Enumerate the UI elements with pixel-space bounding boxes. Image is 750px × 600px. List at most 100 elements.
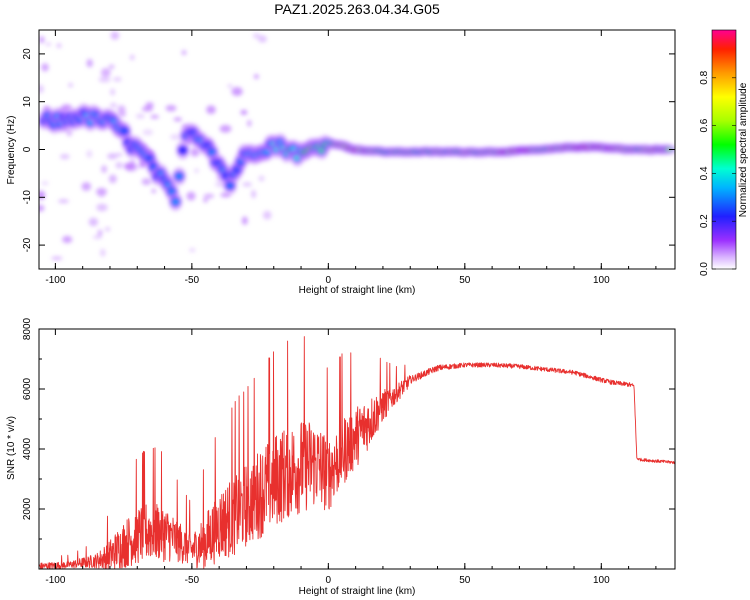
colorbar-tick-label: 0.2 [699, 214, 710, 228]
noise-blob [151, 189, 156, 193]
colorbar-ticks: 0.0 0.2 0.4 0.6 0.8 [699, 70, 736, 276]
noise-blob [170, 134, 181, 140]
noise-blob [58, 199, 69, 203]
noise-blob [173, 117, 182, 122]
colorbar-tick-label: 0.4 [699, 166, 710, 180]
noise-blob [86, 59, 93, 68]
noise-blob [190, 148, 200, 157]
noise-blob [241, 216, 248, 225]
noise-blob [203, 198, 208, 203]
noise-blob [135, 113, 145, 119]
noise-blob [39, 190, 46, 200]
noise-blob [258, 35, 267, 43]
colorbar-tick-label: 0.6 [699, 118, 710, 132]
noise-blob [100, 248, 106, 257]
noise-blob [107, 153, 118, 160]
noise-blob [194, 168, 199, 173]
x-tick-label: 50 [459, 275, 471, 286]
noise-blob [130, 54, 135, 61]
x-tick-label: -100 [45, 575, 65, 586]
ridge-core [175, 173, 183, 179]
noise-blob [242, 182, 252, 187]
x-tick-label: 50 [459, 575, 471, 586]
noise-blob [51, 256, 63, 260]
noise-blob [92, 235, 103, 239]
noise-blob [219, 124, 232, 133]
noise-blob [189, 248, 196, 252]
noise-blob [206, 105, 216, 114]
noise-blob [45, 42, 52, 46]
x-tick-label: -50 [185, 575, 200, 586]
x-tick-label: -100 [45, 275, 65, 286]
x-tick-label: 0 [326, 275, 332, 286]
noise-blob [227, 84, 233, 88]
noise-blob [98, 191, 106, 198]
y-tick-label: 20 [22, 48, 33, 60]
ridge-core [121, 128, 128, 134]
noise-blob [251, 189, 256, 199]
x-tick-label: 0 [326, 575, 332, 586]
noise-blob [39, 204, 45, 212]
noise-blob [41, 181, 49, 185]
noise-blob [105, 227, 111, 232]
noise-blob [113, 77, 122, 82]
spectrogram-ridge [39, 31, 675, 260]
noise-blob [203, 193, 215, 199]
noise-blob [98, 76, 111, 83]
y-tick-label: 10 [22, 96, 33, 108]
y-tick-label: 4000 [22, 437, 33, 460]
noise-blob [108, 64, 115, 69]
noise-blob [97, 229, 103, 237]
colorbar-tick-label: 0.8 [699, 70, 710, 84]
noise-blob [124, 162, 136, 171]
snr-panel: -100 -50 0 50 100 2000 4000 6000 8000 Height of … [6, 317, 676, 597]
colorbar-gradient [712, 30, 736, 269]
noise-blob [181, 50, 187, 55]
noise-blob [110, 102, 117, 108]
noise-blob [62, 235, 73, 244]
y-tick-label: -10 [22, 190, 33, 205]
noise-blob [101, 165, 107, 174]
noise-blob [41, 63, 49, 72]
noise-blob [118, 111, 127, 117]
x-tick-label: 100 [593, 575, 610, 586]
ridge-core [226, 182, 234, 189]
noise-blob [254, 74, 259, 79]
ridge-core [172, 199, 179, 205]
noise-blob [110, 88, 115, 96]
colorbar: 0.0 0.2 0.4 0.6 0.8 Normalized spectral ampl… [699, 29, 749, 276]
snr-xlabel: Height of straight line (km) [299, 586, 416, 597]
noise-blob [142, 129, 153, 136]
y-tick-label: 6000 [22, 377, 33, 400]
y-tick-label: 0 [22, 146, 33, 152]
y-tick-label: -20 [22, 237, 33, 252]
ridge-core [168, 189, 176, 195]
figure-title: PAZ1.2025.263.04.34.G05 [274, 1, 440, 17]
noise-blob [231, 87, 243, 96]
noise-blob [258, 175, 265, 182]
ridge-core [208, 149, 216, 155]
x-tick-label: 100 [593, 275, 610, 286]
noise-blob [81, 182, 92, 191]
spectrogram-ylabel: Frequency (Hz) [6, 116, 17, 185]
noise-blob [262, 210, 272, 220]
snr-axes: -100 -50 0 50 100 2000 4000 6000 8000 [22, 317, 675, 586]
noise-blob [86, 150, 93, 158]
noise-blob [88, 217, 99, 227]
colorbar-label: Normalized spectral amplitude [738, 82, 749, 217]
noise-blob [252, 33, 261, 39]
colorbar-tick-label: 0.0 [699, 262, 710, 276]
noise-blob [56, 43, 62, 48]
noise-blob [66, 129, 73, 137]
colorbar-frame [711, 29, 737, 270]
noise-blob [100, 68, 111, 77]
noise-blob [39, 36, 45, 44]
spectrogram-xlabel: Height of straight line (km) [299, 285, 416, 296]
noise-blob [240, 110, 248, 115]
noise-blob [110, 31, 120, 40]
noise-blob [96, 203, 108, 212]
noise-blob [141, 178, 152, 186]
